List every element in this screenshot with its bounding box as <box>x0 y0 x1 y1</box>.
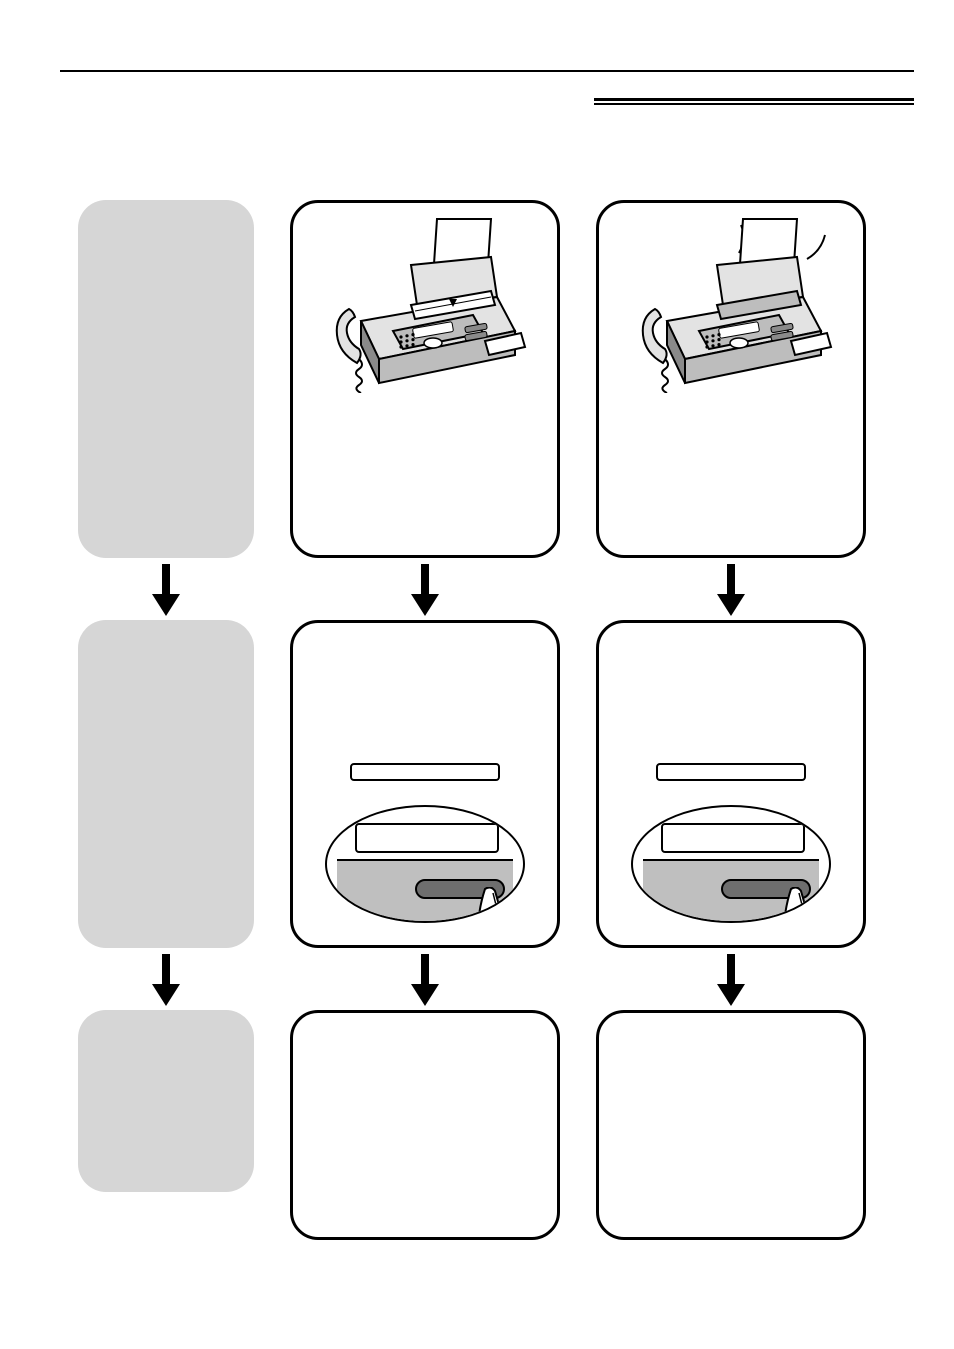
fax-illustration-b <box>621 213 841 393</box>
page <box>0 0 954 1349</box>
control-oval <box>325 805 525 923</box>
arrow-down-icon <box>152 558 180 620</box>
row-1 <box>78 200 888 558</box>
arrow-down-icon <box>717 558 745 620</box>
finger-icon <box>783 887 823 923</box>
arrow-down-icon <box>411 948 439 1010</box>
oval-screen <box>661 823 805 853</box>
step-panel-1b <box>596 200 866 558</box>
label-panel-3 <box>78 1010 254 1192</box>
step-panel-3a <box>290 1010 560 1240</box>
row-3 <box>78 1010 888 1240</box>
fax-illustration-a <box>315 213 535 393</box>
arrow-down-icon <box>152 948 180 1010</box>
step-panel-2b <box>596 620 866 948</box>
arrows-2 <box>78 948 888 1010</box>
finger-icon <box>477 887 517 923</box>
label-panel-1 <box>78 200 254 558</box>
step-panel-2a <box>290 620 560 948</box>
step-panel-1a <box>290 200 560 558</box>
label-panel-2 <box>78 620 254 948</box>
control-oval <box>631 805 831 923</box>
row-2 <box>78 620 888 948</box>
arrow-down-icon <box>717 948 745 1010</box>
oval-screen <box>355 823 499 853</box>
top-rule <box>60 70 914 72</box>
arrow-down-icon <box>411 558 439 620</box>
flow-grid <box>78 200 888 1240</box>
lcd-bar <box>350 763 500 781</box>
arrows-1 <box>78 558 888 620</box>
lcd-bar <box>656 763 806 781</box>
double-rule <box>594 98 914 108</box>
step-panel-3b <box>596 1010 866 1240</box>
